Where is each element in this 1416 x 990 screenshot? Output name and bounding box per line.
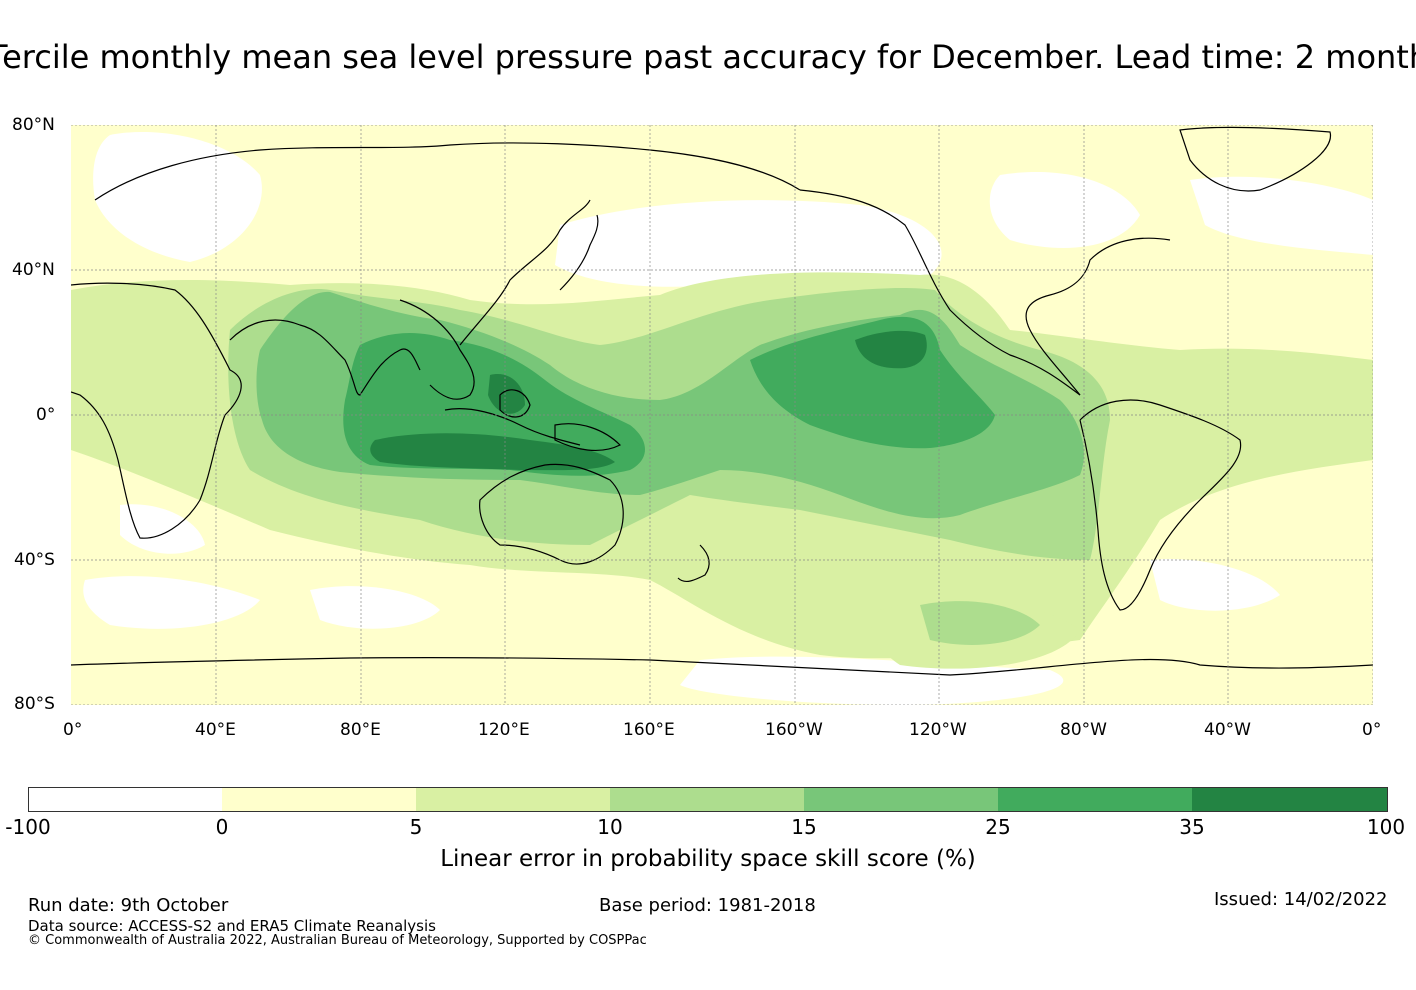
skill-35-100-region	[370, 330, 927, 471]
run-date: Run date: 9th October	[28, 895, 229, 916]
lon-label-80e: 80°E	[340, 720, 381, 740]
lon-label-80w: 80°W	[1060, 720, 1107, 740]
colorbar-tick-10: 10	[597, 815, 623, 839]
colorbar-frame	[28, 787, 1388, 812]
colorbar-tick-5: 5	[409, 815, 423, 839]
colorbar-label: Linear error in probability space skill …	[440, 846, 976, 872]
coastlines	[71, 126, 1373, 676]
lon-label-0-left: 0°	[63, 720, 83, 740]
chart-title: Tercile monthly mean sea level pressure …	[0, 38, 1416, 76]
base-period: Base period: 1981-2018	[599, 895, 816, 916]
lat-label-equator: 0°	[36, 405, 56, 425]
lon-label-120w: 120°W	[909, 720, 967, 740]
colorbar-tick-0: 0	[215, 815, 229, 839]
lon-label-40e: 40°E	[195, 720, 236, 740]
colorbar-tick-25: 25	[985, 815, 1011, 839]
colorbar-tick-35: 35	[1179, 815, 1205, 839]
colorbar	[28, 787, 1388, 812]
lat-label-80s: 80°S	[14, 694, 55, 714]
lon-label-120e: 120°E	[478, 720, 530, 740]
data-source: Data source: ACCESS-S2 and ERA5 Climate …	[28, 917, 436, 935]
colorbar-tick-100: 100	[1366, 815, 1406, 839]
lon-label-40w: 40°W	[1204, 720, 1251, 740]
lon-label-160w: 160°W	[765, 720, 823, 740]
issued-date: Issued: 14/02/2022	[1214, 889, 1388, 910]
lon-label-160e: 160°E	[623, 720, 675, 740]
copyright: © Commonwealth of Australia 2022, Austra…	[28, 933, 647, 948]
graticule	[71, 125, 1373, 705]
lat-label-40n: 40°N	[12, 260, 55, 280]
lon-label-0-right: 0°	[1362, 720, 1382, 740]
colorbar-tick-neg100: -100	[5, 815, 51, 839]
colorbar-tick-15: 15	[791, 815, 817, 839]
lat-label-40s: 40°S	[14, 550, 55, 570]
lat-label-80n: 80°N	[12, 115, 55, 135]
